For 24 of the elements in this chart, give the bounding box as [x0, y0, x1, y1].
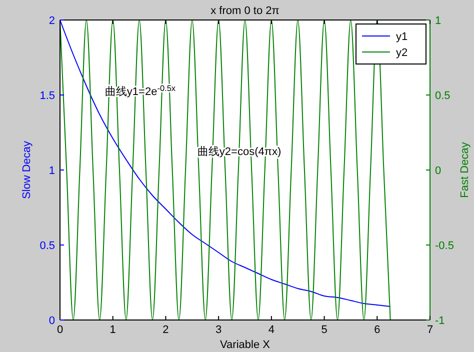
x-tick-label: 0	[56, 324, 64, 336]
x-tick-label: 5	[321, 324, 328, 336]
y-tick-label: 1	[48, 165, 55, 177]
x-tick-label: 2	[162, 324, 169, 336]
y2-tick-label: 0	[435, 165, 442, 177]
y-tick-label: 0.5	[40, 240, 55, 252]
chart-title: x from 0 to 2π	[210, 5, 280, 17]
y2-tick-label: 0.5	[435, 90, 450, 102]
legend-label: y2	[396, 47, 408, 59]
y2-tick-label: 1	[435, 15, 442, 27]
x-tick-label: 7	[426, 324, 434, 336]
y2-axis-title: Fast Decay	[459, 142, 471, 198]
x-tick-label: 3	[216, 324, 222, 336]
x-tick-label: 1	[110, 324, 116, 336]
y-tick-label: 1.5	[40, 90, 55, 102]
y-tick-label: 2	[48, 15, 55, 27]
y2-tick-label: -0.5	[435, 240, 454, 252]
x-tick-label: 4	[268, 324, 274, 336]
y-tick-label: 0	[48, 315, 55, 327]
x-tick-label: 6	[374, 324, 380, 336]
y2-tick-label: -1	[435, 315, 445, 327]
x-axis-title: Variable X	[220, 339, 271, 351]
y-axis-title: Slow Decay	[21, 140, 33, 200]
legend-label: y1	[396, 31, 408, 43]
